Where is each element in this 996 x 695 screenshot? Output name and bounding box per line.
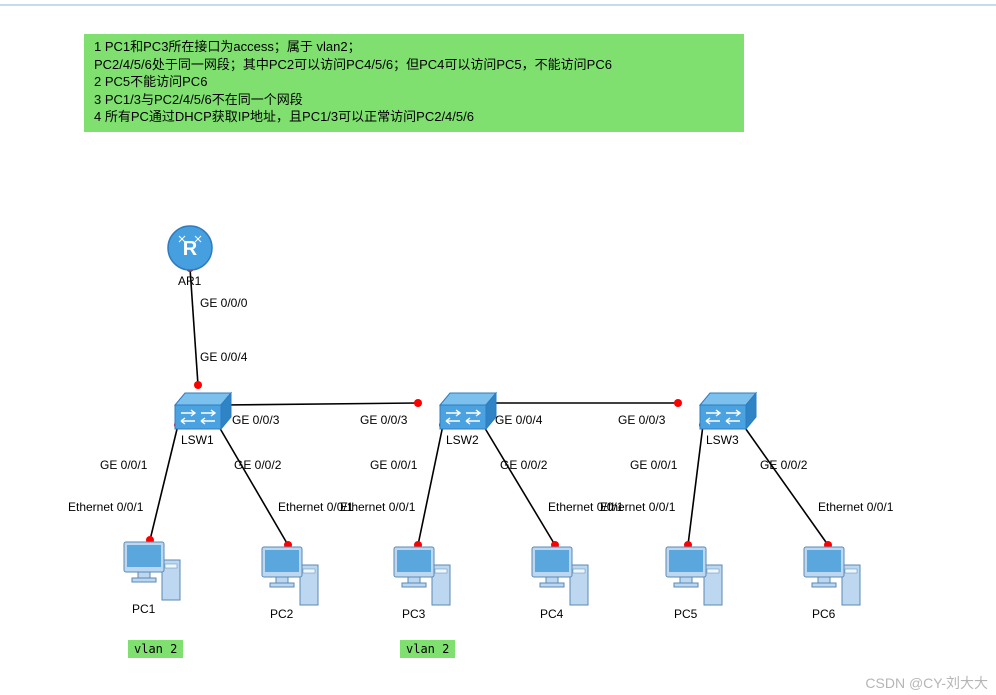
device-label-pc5: PC5: [674, 607, 697, 621]
device-label-pc1: PC1: [132, 602, 155, 616]
device-label-lsw1: LSW1: [181, 433, 214, 447]
pc-PC4: [532, 547, 588, 605]
port-dot: [674, 399, 682, 407]
port-label: GE 0/0/2: [500, 458, 547, 472]
port-label: GE 0/0/3: [618, 413, 665, 427]
device-label-pc2: PC2: [270, 607, 293, 621]
port-label: GE 0/0/4: [495, 413, 542, 427]
port-label: GE 0/0/1: [100, 458, 147, 472]
vlan-tag: vlan 2: [128, 640, 183, 658]
watermark: CSDN @CY-刘大大: [865, 673, 988, 693]
device-label-lsw3: LSW3: [706, 433, 739, 447]
port-label: GE 0/0/2: [234, 458, 281, 472]
link-lsw2-pc4: [483, 425, 555, 545]
pc-PC2: [262, 547, 318, 605]
switch-LSW2: [440, 393, 496, 429]
port-label: GE 0/0/0: [200, 296, 247, 310]
port-label: Ethernet 0/0/1: [340, 500, 415, 514]
pc-PC5: [666, 547, 722, 605]
port-label: GE 0/0/1: [630, 458, 677, 472]
pc-PC6: [804, 547, 860, 605]
vlan-tag: vlan 2: [400, 640, 455, 658]
port-label: Ethernet 0/0/1: [818, 500, 893, 514]
switch-LSW3: [700, 393, 756, 429]
device-label-pc3: PC3: [402, 607, 425, 621]
port-label: GE 0/0/4: [200, 350, 247, 364]
device-label-pc4: PC4: [540, 607, 563, 621]
port-label: Ethernet 0/0/1: [68, 500, 143, 514]
link-lsw1-pc1: [150, 425, 178, 540]
link-lsw3-pc5: [688, 425, 703, 545]
port-label: GE 0/0/3: [360, 413, 407, 427]
port-label: GE 0/0/2: [760, 458, 807, 472]
router-AR1: R: [168, 226, 212, 270]
topology-diagram: R: [0, 0, 996, 695]
link-lsw3-pc6: [743, 425, 828, 545]
device-label-lsw2: LSW2: [446, 433, 479, 447]
port-label: GE 0/0/1: [370, 458, 417, 472]
port-dot: [414, 399, 422, 407]
pc-PC3: [394, 547, 450, 605]
device-label-ar1: AR1: [178, 274, 201, 288]
device-label-pc6: PC6: [812, 607, 835, 621]
port-label: Ethernet 0/0/1: [600, 500, 675, 514]
port-label: GE 0/0/3: [232, 413, 279, 427]
link-lsw1-pc2: [218, 425, 288, 545]
switch-LSW1: [175, 393, 231, 429]
link-lsw1-lsw2: [222, 403, 418, 405]
port-dot: [194, 381, 202, 389]
link-lsw2-pc3: [418, 425, 443, 545]
pc-PC1: [124, 542, 180, 600]
